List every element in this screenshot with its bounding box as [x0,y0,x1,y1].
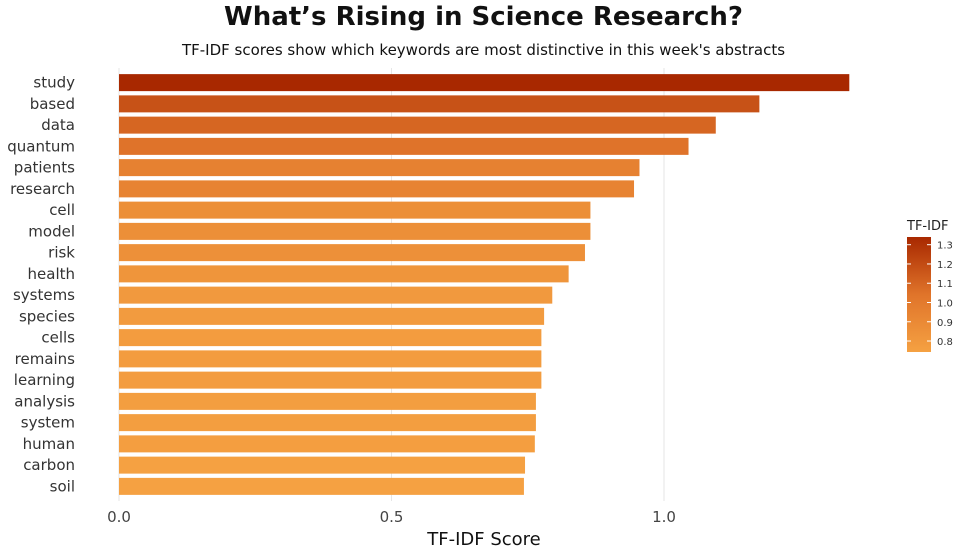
y-tick-label: analysis [14,392,75,410]
legend-tick-label: 1.3 [937,241,953,252]
bar-study [119,74,850,92]
bar-model [119,222,591,240]
y-tick-label: cell [49,201,75,219]
x-tick-label: 0.0 [107,508,131,526]
y-tick-label: data [41,116,75,134]
bar-quantum [119,137,689,155]
x-tick-label: 1.0 [652,508,676,526]
bar-remains [119,350,542,368]
bar-species [119,307,545,325]
legend-tick-label: 0.9 [937,318,953,329]
y-tick-label: model [28,222,75,240]
y-tick-label: remains [15,350,76,368]
y-tick-label: species [19,307,75,325]
bar-learning [119,371,542,389]
x-axis-title: TF-IDF Score [426,529,541,550]
y-tick-label: risk [48,244,75,262]
bar-systems [119,286,553,304]
bar-patients [119,159,640,177]
bars-layer [119,74,850,495]
legend-title: TF-IDF [906,219,948,234]
y-tick-label: quantum [7,137,75,155]
bar-cell [119,201,591,219]
x-tick-label: 0.5 [380,508,404,526]
bar-health [119,265,569,283]
bar-analysis [119,392,536,410]
y-tick-label: systems [13,286,75,304]
bar-soil [119,477,524,495]
legend-tick-label: 1.2 [937,260,953,271]
y-tick-label: soil [50,477,75,495]
y-tick-label: human [23,435,75,453]
y-tick-label: study [33,74,75,92]
bar-system [119,414,536,432]
legend-tick-label: 1.1 [937,279,953,290]
bar-research [119,180,635,198]
y-tick-label: based [30,95,75,113]
legend-ticks: 1.3 1.2 1.1 1.0 0.9 0.8 [907,241,953,348]
bar-human [119,435,535,453]
bar-carbon [119,456,526,474]
y-tick-label: research [10,180,75,198]
bar-cells [119,329,542,347]
bar-risk [119,244,585,262]
x-axis-ticks: 0.0 0.5 1.0 [107,508,676,526]
y-tick-label: cells [41,329,75,347]
y-axis-labels: study based data quantum patients research cel… [7,74,75,496]
bar-data [119,116,716,134]
legend-colorbar [907,237,931,352]
y-tick-label: health [28,265,75,283]
y-tick-label: patients [14,159,75,177]
legend-tick-label: 0.8 [937,337,953,348]
y-tick-label: learning [14,371,75,389]
legend-tick-label: 1.0 [937,298,953,309]
y-tick-label: system [21,414,75,432]
bar-based [119,95,760,113]
color-legend: TF-IDF 1.3 1.2 1.1 1.0 0.9 0.8 [906,219,953,352]
chart-title: What’s Rising in Science Research? [224,2,743,32]
chart-subtitle: TF-IDF scores show which keywords are mo… [181,41,786,59]
y-tick-label: carbon [23,456,75,474]
